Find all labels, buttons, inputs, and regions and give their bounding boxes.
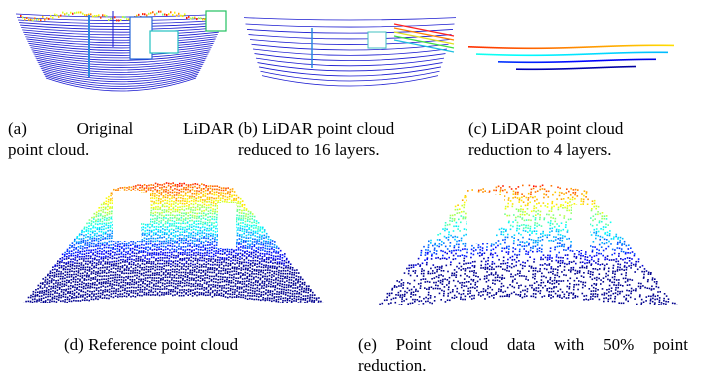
objects [311,23,455,68]
point-cloud-rings [243,17,457,87]
panel-e-image [372,175,682,305]
panel-b-caption-line1: (b) LiDAR point cloud [238,119,395,138]
vehicle-shadows [467,193,590,250]
panel-c-image [468,38,678,78]
vehicle-shadows [113,191,236,248]
point-cloud-rings [468,44,674,71]
panel-b-caption-line2: reduced to 16 layers. [238,140,380,159]
panel-c-caption-line2: reduction to 4 layers. [468,140,612,159]
point-cloud-rings [15,13,227,92]
point-cloud [22,182,324,303]
panel-c-caption-line1: (c) LiDAR point cloud [468,119,624,138]
panel-a-caption-line2: point cloud. [8,140,90,159]
panel-e-caption-line1: (e) Point cloud data with 50% point [358,335,688,354]
panel-d-image [18,173,328,303]
panel-e-caption-line2: reduction. [358,356,427,375]
panel-a-caption-line1: (a) Original LiDAR [8,119,234,138]
objects [20,10,227,77]
panel-b-image [240,8,460,88]
panel-a-image [10,5,232,95]
point-cloud [379,184,678,305]
panel-d-caption: (d) Reference point cloud [64,335,239,354]
